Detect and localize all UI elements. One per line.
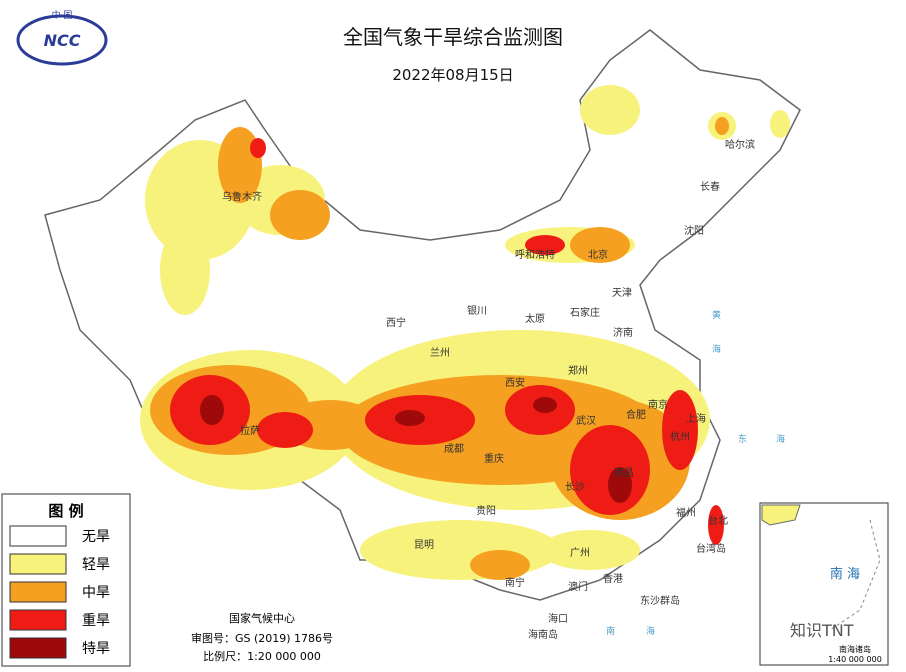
drought-patch [715,117,729,135]
logo: 中 国 NCC [16,9,108,66]
city: 哈尔滨 [725,138,755,151]
city: 兰州 [430,346,450,359]
city: 拉萨 [240,424,260,437]
sea-labels: 黄 海 东 海 南 海 [606,309,785,637]
drought-patch [580,85,640,135]
city: 台北 [708,514,728,527]
legend-swatch [9,525,67,547]
city: 天津 [612,287,632,299]
watermark: 知识TNT [790,621,854,640]
drought-patch [570,227,630,263]
city: 北京 [588,248,608,261]
city: 合肥 [626,408,646,421]
inset: 南 海 南海诸岛 1:40 000 000 [759,502,889,666]
legend-swatch [9,581,67,603]
city: 成都 [444,443,464,455]
city: 沈阳 [684,224,704,237]
drought-patch [200,395,224,425]
city: 海南岛 [528,628,558,641]
inset-land [761,504,801,526]
inset-boundary [829,519,881,631]
drought-patch [570,425,650,515]
drought-patch [160,225,210,315]
city: 杭州 [670,430,690,443]
inset-sea: 南 海 [830,566,860,582]
city: 南宁 [505,576,525,589]
drought-patch [708,505,724,545]
sea-label: 海 [776,433,785,445]
drought-patch [662,390,698,470]
drought-patch [533,397,557,413]
city: 长沙 [565,481,585,493]
logo-country: 中 国 [52,9,73,21]
city: 太原 [525,312,545,325]
drought-patch [250,138,266,158]
legend-label: 中旱 [82,585,110,601]
city: 上海 [686,412,706,425]
footer: 国家气候中心 审图号：GS (2019) 1786号 比例尺：1:20 000 … [191,611,333,663]
sea-label: 东 [738,433,747,445]
drought-patch [608,467,632,503]
legend-label: 特旱 [82,641,110,657]
footer-approval: 审图号：GS (2019) 1786号 [191,631,333,645]
drought-patch [770,110,790,138]
footer-scale: 比例尺：1:20 000 000 [203,649,321,663]
legend-swatch [9,609,67,631]
city: 海口 [548,612,568,625]
footer-agency: 国家气候中心 [229,611,295,625]
city: 昆明 [414,539,434,551]
city: 南京 [648,398,668,411]
legend-swatch [9,553,67,575]
city: 济南 [613,326,633,339]
legend-swatch [9,637,67,659]
sea-label: 黄 [712,309,721,321]
legend-label: 轻旱 [82,557,110,573]
legend-label: 重旱 [82,613,110,629]
logo-name: NCC [44,31,81,50]
city: 南昌 [614,466,634,479]
city: 东沙群岛 [640,594,680,607]
city: 香港 [603,573,623,585]
city-labels: 乌鲁木齐 哈尔滨 长春 沈阳 呼和浩特 北京 天津 石家庄 太原 济南 银川 西… [222,138,755,641]
city: 台湾岛 [696,542,726,555]
city: 郑州 [568,364,588,377]
map [44,29,801,601]
drought-patch [360,520,560,580]
inset-islands: 南海诸岛 [839,644,871,654]
city: 武汉 [576,414,596,427]
drought-patch [257,412,313,448]
city: 贵阳 [476,504,496,517]
drought-patch [525,235,565,255]
inset-box [759,502,889,666]
city: 乌鲁木齐 [222,190,262,203]
sea-label: 南 [606,625,615,637]
drought-area [200,395,632,503]
drought-patch [540,530,640,570]
city: 广州 [570,547,590,559]
city: 银川 [467,304,487,317]
legend-box [1,493,131,667]
drought-area [170,138,724,545]
legend-label: 无旱 [82,529,110,545]
sea-label: 海 [712,343,721,355]
city: 重庆 [484,452,504,465]
drought-patch [270,190,330,240]
city: 西宁 [386,316,406,329]
city: 西安 [505,376,525,389]
drought-patch [470,550,530,580]
city: 呼和浩特 [515,249,555,261]
sea-label: 海 [646,625,655,637]
drought-patch [395,410,425,426]
legend-title: 图 例 [48,502,83,520]
city: 福州 [676,506,696,519]
title: 全国气象干旱综合监测图 [343,25,563,49]
city: 澳门 [568,580,588,593]
inset-scale: 1:40 000 000 [828,655,882,664]
date: 2022年08月15日 [392,66,513,84]
city: 长春 [700,181,720,193]
city: 石家庄 [570,306,600,319]
